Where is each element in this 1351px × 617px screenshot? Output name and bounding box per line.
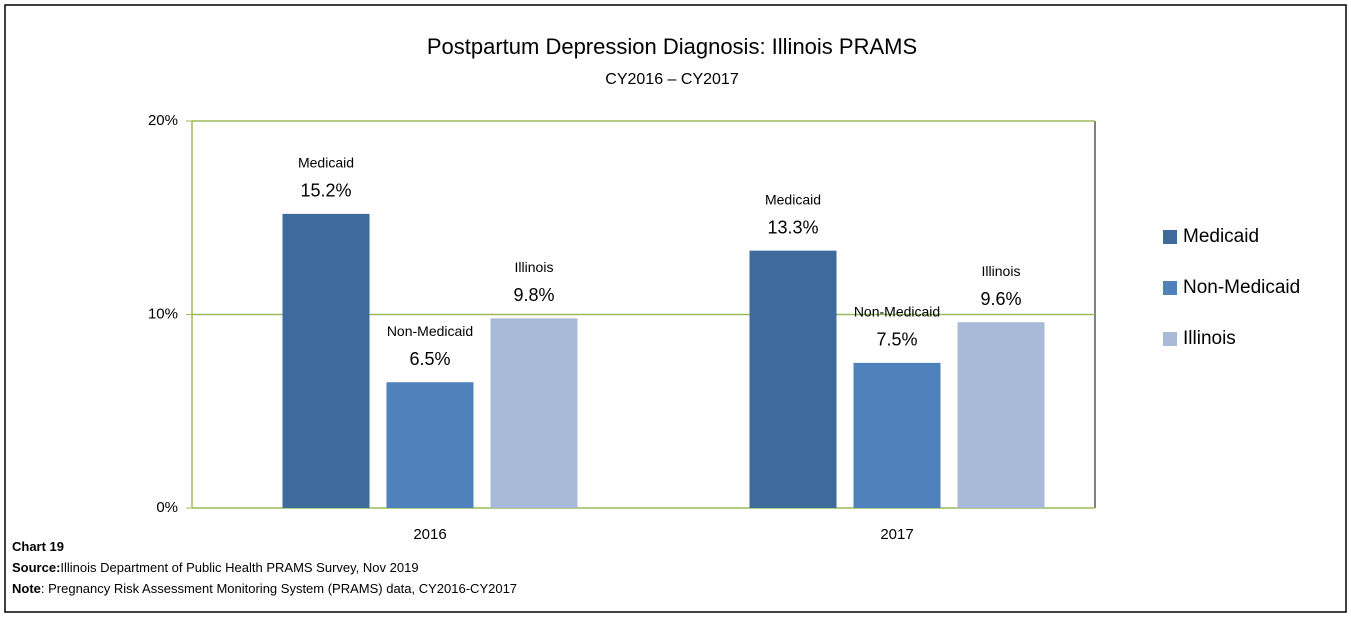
footnote-label: Note <box>12 581 41 596</box>
data-label-name: Illinois <box>982 263 1021 279</box>
x-tick-label: 2016 <box>413 526 446 543</box>
legend-label: Illinois <box>1183 328 1236 349</box>
data-label: 6.5% <box>409 349 450 369</box>
chart-subtitle: CY2016 – CY2017 <box>605 71 739 88</box>
data-label: 15.2% <box>300 181 351 201</box>
footnote-label: Chart 19 <box>12 539 64 554</box>
legend-swatch <box>1163 230 1177 244</box>
bar <box>957 322 1045 508</box>
chart-title: Postpartum Depression Diagnosis: Illinoi… <box>427 34 917 59</box>
bar <box>490 318 578 508</box>
data-label-name: Illinois <box>515 259 554 275</box>
x-tick-label: 2017 <box>880 526 913 543</box>
legend-swatch <box>1163 281 1177 295</box>
legend-label: Medicaid <box>1183 226 1259 247</box>
bar <box>386 382 474 508</box>
footnote: Chart 19 <box>12 539 64 554</box>
footnote: Note: Pregnancy Risk Assessment Monitori… <box>12 581 517 596</box>
data-label: 9.8% <box>513 285 554 305</box>
footnote-text: : Pregnancy Risk Assessment Monitoring S… <box>41 581 517 596</box>
legend-swatch <box>1163 332 1177 346</box>
y-tick-label: 10% <box>148 305 178 322</box>
data-label-name: Medicaid <box>765 191 821 207</box>
footnote-text: Illinois Department of Public Health PRA… <box>60 560 418 575</box>
legend-label: Non-Medicaid <box>1183 277 1300 298</box>
chart-border <box>4 4 1347 613</box>
data-label-name: Non-Medicaid <box>387 323 473 339</box>
data-label: 9.6% <box>980 289 1021 309</box>
y-tick-label: 0% <box>156 499 178 516</box>
data-label: 7.5% <box>876 330 917 350</box>
bar <box>749 250 837 508</box>
data-label-name: Non-Medicaid <box>854 304 940 320</box>
bar <box>853 362 941 508</box>
data-label-name: Medicaid <box>298 155 354 171</box>
y-tick-label: 20% <box>148 112 178 129</box>
data-label: 13.3% <box>767 217 818 237</box>
footnote-label: Source: <box>12 560 60 575</box>
bar <box>282 213 370 508</box>
footnote: Source:Illinois Department of Public Hea… <box>12 560 419 575</box>
